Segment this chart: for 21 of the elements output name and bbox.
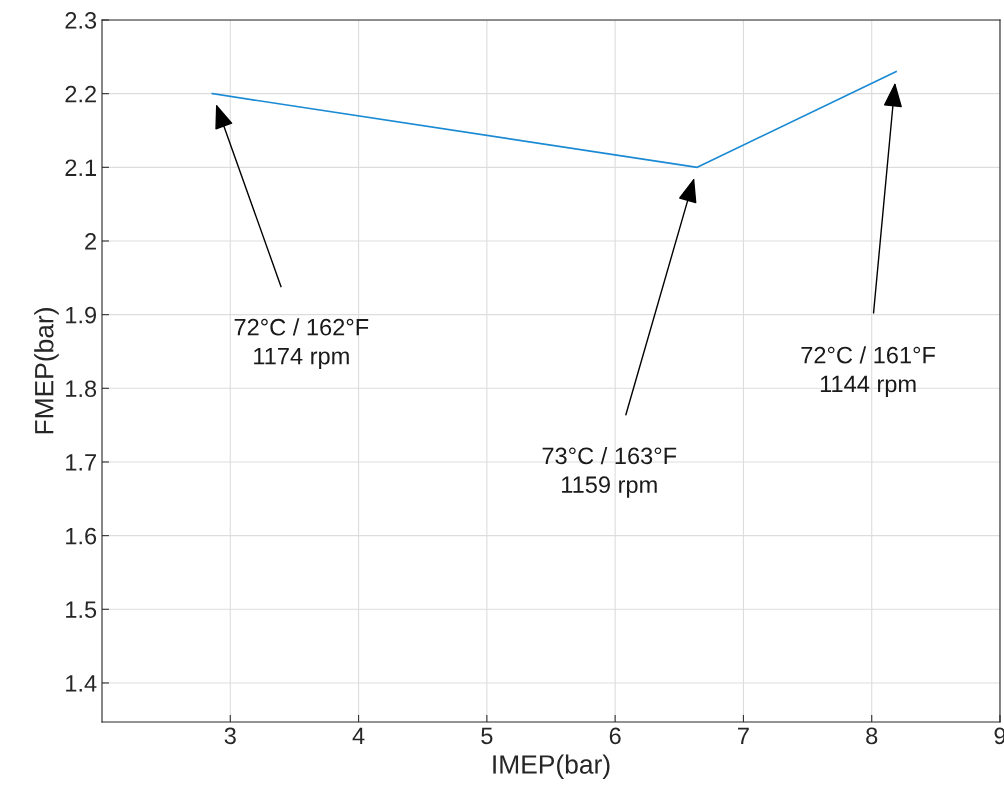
y-tick-label: 2.3 <box>65 12 97 29</box>
annotation: 73°C / 163°F 1159 rpm <box>542 446 677 498</box>
x-tick-label: 6 <box>609 727 621 745</box>
y-axis-title: FMEP(bar) <box>34 308 59 434</box>
y-tick-label: 1.6 <box>66 527 97 545</box>
x-tick-label: 7 <box>738 727 749 744</box>
y-tick-label: 1.5 <box>66 601 97 619</box>
y-tick-label: 2 <box>85 233 96 250</box>
x-tick-label: 8 <box>866 727 878 745</box>
y-tick-label: 2.2 <box>65 85 96 103</box>
x-tick-label: 3 <box>224 727 236 745</box>
x-axis-title: IMEP(bar) <box>493 754 610 780</box>
y-tick-label: 1.4 <box>66 675 97 692</box>
x-tick-label: 5 <box>481 727 493 745</box>
y-tick-label: 1.9 <box>66 306 97 324</box>
y-tick-label: 2.1 <box>65 159 96 176</box>
annotation: 72°C / 161°F 1144 rpm <box>801 346 935 397</box>
y-tick-label: 1.8 <box>66 380 97 398</box>
y-tick-label: 1.7 <box>66 454 96 471</box>
x-tick-label: 4 <box>352 727 365 744</box>
annotation: 72°C / 162°F 1174 rpm <box>234 318 369 370</box>
